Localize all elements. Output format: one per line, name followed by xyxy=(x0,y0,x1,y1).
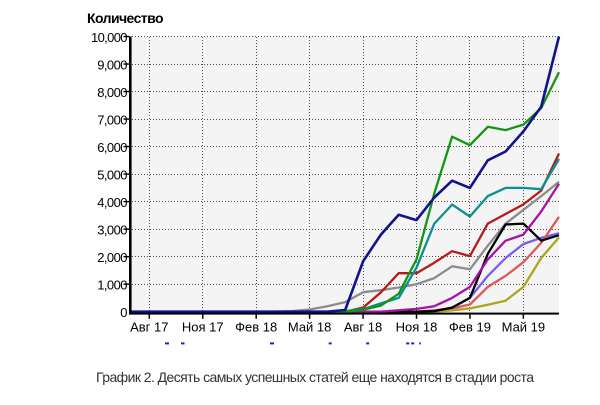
svg-text:Авг 18: Авг 18 xyxy=(344,320,382,335)
svg-text:8,000: 8,000 xyxy=(97,85,127,100)
svg-text:Ноя 17: Ноя 17 xyxy=(182,320,224,335)
svg-text:0: 0 xyxy=(120,305,127,320)
svg-text:Фев 18: Фев 18 xyxy=(235,320,277,335)
svg-text:Количество: Количество xyxy=(87,10,164,26)
svg-text:График 2. Десять самых успешны: График 2. Десять самых успешных статей е… xyxy=(96,369,534,385)
svg-text:Авг 17: Авг 17 xyxy=(130,320,168,335)
svg-text:4,000: 4,000 xyxy=(97,195,127,210)
svg-text:5,000: 5,000 xyxy=(97,167,127,182)
svg-text:3,000: 3,000 xyxy=(97,222,127,237)
svg-text:9,000: 9,000 xyxy=(97,57,127,72)
svg-text:Ноя 18: Ноя 18 xyxy=(396,320,438,335)
svg-text:7,000: 7,000 xyxy=(97,112,127,127)
svg-text:1,000: 1,000 xyxy=(97,278,127,293)
svg-text:Май 18: Май 18 xyxy=(288,320,332,335)
svg-text:6,000: 6,000 xyxy=(97,140,127,155)
svg-text:2,000: 2,000 xyxy=(97,250,127,265)
svg-text:Май 19: Май 19 xyxy=(502,320,546,335)
svg-text:10,000: 10,000 xyxy=(91,30,128,45)
svg-text:Фев 19: Фев 19 xyxy=(449,320,491,335)
